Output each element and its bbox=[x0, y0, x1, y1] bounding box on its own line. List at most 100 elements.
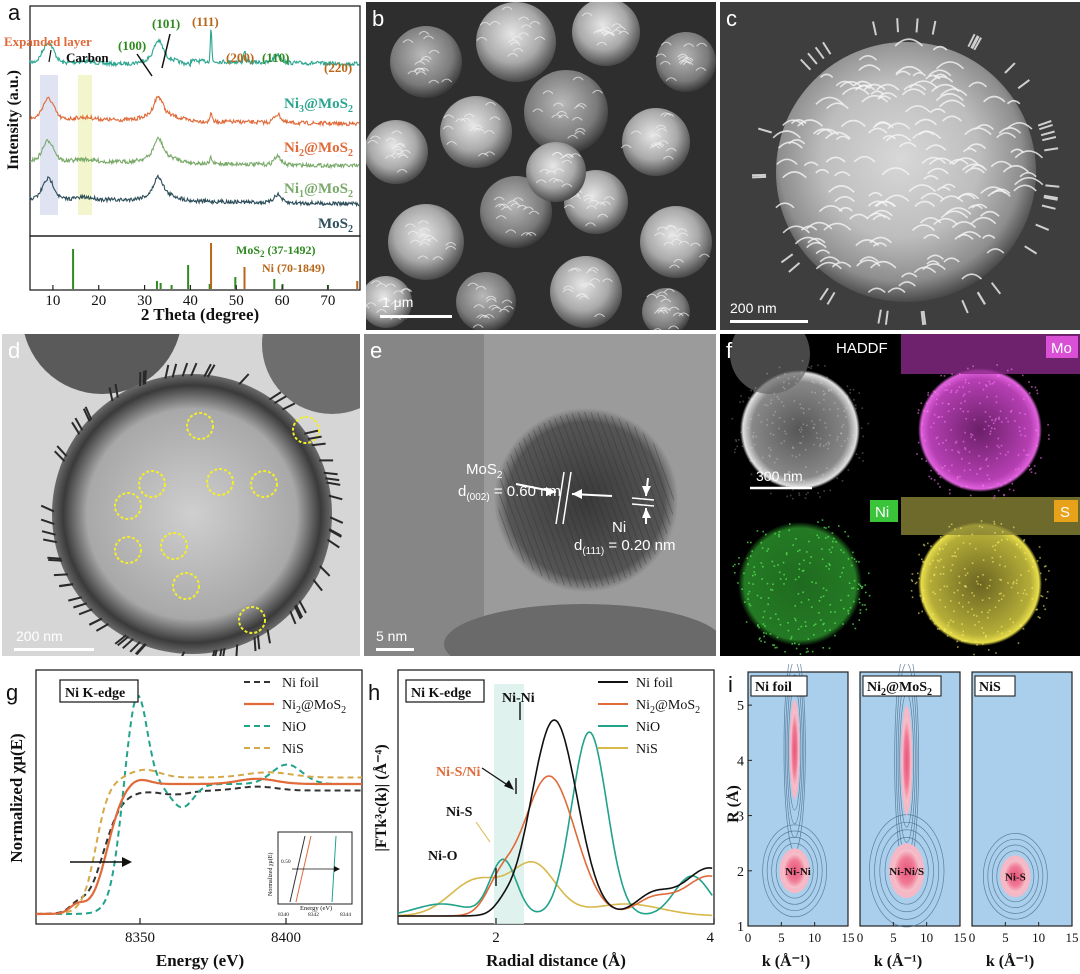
xanes-ni2-mos2 bbox=[36, 777, 362, 916]
ni-dspacing: d(111) = 0.20 nm bbox=[574, 537, 676, 557]
inset-ylabel: Normalized χμ(E) bbox=[267, 853, 274, 896]
haddf-label-bg bbox=[832, 336, 896, 358]
xrd-series-ni1 bbox=[29, 136, 360, 170]
arrow-101 bbox=[161, 33, 171, 69]
s-label-bg bbox=[1054, 500, 1078, 522]
arrow-100 bbox=[136, 53, 153, 77]
xrd-series-mos2 bbox=[29, 174, 360, 208]
panel-b-sem: b 1 μm bbox=[366, 2, 716, 330]
wt-xtick: 10 bbox=[1032, 930, 1045, 945]
eds-noise bbox=[731, 360, 1050, 656]
wt-label-1: Ni-Ni/S bbox=[889, 866, 924, 878]
wt-map-2: NiS Ni-S bbox=[971, 671, 1073, 927]
g-xlabel: Energy (eV) bbox=[156, 951, 244, 970]
exafs-ni2-mos2 bbox=[398, 775, 713, 917]
xrd-chart: Expanded layer Carbon (100) (101) (111) … bbox=[4, 5, 361, 324]
xrd-xtick: 70 bbox=[320, 293, 335, 309]
h-legend-ni2: Ni2@MoS2 bbox=[636, 698, 700, 716]
wt-xtick: 15 bbox=[842, 930, 855, 945]
scalebar-e bbox=[376, 648, 414, 651]
panel-f-eds: HADDF Mo Ni S 300 nm f bbox=[720, 334, 1080, 656]
wt-xtick: 10 bbox=[920, 930, 933, 945]
wt-ytick: 3 bbox=[737, 810, 744, 825]
mo-label: Mo bbox=[1051, 340, 1072, 357]
wt-ytick: 5 bbox=[737, 699, 744, 714]
panel-label-h: h bbox=[368, 680, 381, 705]
inset-ytick: 0.50 bbox=[281, 859, 291, 865]
wt-xtick: 0 bbox=[745, 930, 752, 945]
xrd-series-ni2 bbox=[29, 95, 360, 127]
tem-sphere bbox=[52, 374, 332, 654]
h-xlabel: Radial distance (Å) bbox=[486, 951, 626, 970]
wt-map-1: Ni2@MoS2 Ni-Ni/S bbox=[859, 664, 961, 928]
mos2-label: MoS2 bbox=[466, 461, 503, 481]
inset-xtick-0: 8340 bbox=[278, 912, 289, 918]
tem-image-d bbox=[2, 334, 360, 656]
xrd-ylabel: Intensity (a.u.) bbox=[5, 70, 22, 170]
g-ylabel: Normalized χμ(E) bbox=[7, 733, 26, 862]
expanded-layer-band bbox=[40, 75, 58, 215]
xrd-xticks: 10 20 30 40 50 60 70 bbox=[45, 285, 335, 309]
h-ann-nio: Ni-O bbox=[428, 849, 458, 864]
label-ref-ni: Ni (70-1849) bbox=[262, 261, 325, 275]
panel-g-xanes: Ni K-edge Ni foil Ni2@MoS2 NiO NiS Norma… bbox=[0, 664, 366, 974]
xrd-xtick: 50 bbox=[229, 293, 244, 309]
annotation-111: (111) bbox=[192, 14, 219, 29]
sem-image-c bbox=[720, 2, 1080, 330]
panel-label-b: b bbox=[372, 6, 385, 31]
s-label: S bbox=[1060, 504, 1070, 521]
sem-image-b bbox=[366, 2, 716, 330]
wt-label-0: Ni-Ni bbox=[785, 866, 811, 878]
xrd-xtick: 40 bbox=[183, 293, 198, 309]
h-ann-nis: Ni-S bbox=[446, 805, 473, 820]
h-title: Ni K-edge bbox=[411, 686, 471, 701]
xrd-xtick: 10 bbox=[45, 293, 60, 309]
annotation-110: (110) bbox=[262, 50, 289, 65]
xrd-xtick: 30 bbox=[137, 293, 152, 309]
ni-map-label: Ni bbox=[875, 504, 889, 521]
label-mos2: MoS2 bbox=[318, 216, 353, 235]
h-title-box bbox=[405, 679, 485, 703]
inset-xtick-2: 8344 bbox=[340, 912, 351, 918]
wt-map-group: Ni foil Ni-Ni Ni2@MoS2 Ni-Ni/S NiS Ni-S bbox=[747, 664, 1073, 928]
annotation-101: (101) bbox=[152, 16, 180, 31]
h-xtick-2: 2 bbox=[492, 930, 500, 946]
wt-xtick: 0 bbox=[857, 930, 864, 945]
ni-map bbox=[738, 522, 862, 646]
mos2-dspacing: d(002) = 0.60 nm bbox=[458, 483, 561, 503]
sem-petals bbox=[751, 18, 1060, 326]
haddf-label: HADDF bbox=[836, 340, 888, 357]
g-legend-nis: NiS bbox=[282, 742, 304, 757]
wt-xtick: 5 bbox=[1002, 930, 1009, 945]
xrd-xlabel: 2 Theta (degree) bbox=[141, 305, 259, 324]
scalebar-c bbox=[730, 320, 808, 323]
scalebar-d bbox=[14, 648, 94, 651]
wt-xtick: 15 bbox=[954, 930, 967, 945]
xanes-chart: Ni K-edge Ni foil Ni2@MoS2 NiO NiS Norma… bbox=[7, 669, 363, 970]
panel-label-e: e bbox=[370, 338, 383, 363]
wt-title-1: Ni2@MoS2 bbox=[867, 680, 932, 698]
panel-label-i: i bbox=[728, 672, 733, 697]
wt-ytick: 2 bbox=[737, 865, 744, 880]
panel-d-tem: d 200 nm bbox=[2, 334, 360, 656]
panel-e-hrtem: MoS2 d(002) = 0.60 nm Ni d(111) = 0.20 n… bbox=[364, 334, 716, 656]
label-ref-mos2: MoS2 (37-1492) bbox=[236, 243, 316, 259]
wt-title-2: NiS bbox=[979, 680, 1001, 695]
wt-label-2: Ni-S bbox=[1005, 871, 1026, 883]
annotation-100: (100) bbox=[118, 38, 146, 53]
ni-nanoparticle-markers bbox=[40, 362, 344, 656]
i-xticks: 0 5 10 15 0 5 10 15 0 5 10 15 bbox=[745, 922, 1079, 945]
g-legend-ni-foil: Ni foil bbox=[282, 676, 319, 691]
exafs-nio bbox=[397, 731, 713, 915]
panel-c-sem: c 200 nm bbox=[720, 2, 1080, 330]
h-ann-nini: Ni-Ni bbox=[502, 691, 535, 706]
expanded-arrow bbox=[48, 49, 52, 63]
h-ylabel: |FTk³c(k)| (Å⁻⁴) bbox=[372, 744, 390, 851]
h-ann-nisni: Ni-S/Ni bbox=[436, 765, 480, 780]
g-title: Ni K-edge bbox=[65, 686, 125, 701]
label-ni1: Ni1@MoS2 bbox=[284, 181, 353, 200]
ni-label-bg bbox=[870, 500, 898, 522]
panel-i-wavelet: Ni foil Ni-Ni Ni2@MoS2 Ni-Ni/S NiS Ni-S R (Å)… bbox=[726, 664, 1080, 974]
wt-xtick: 10 bbox=[808, 930, 821, 945]
haddf-sphere bbox=[740, 370, 860, 490]
